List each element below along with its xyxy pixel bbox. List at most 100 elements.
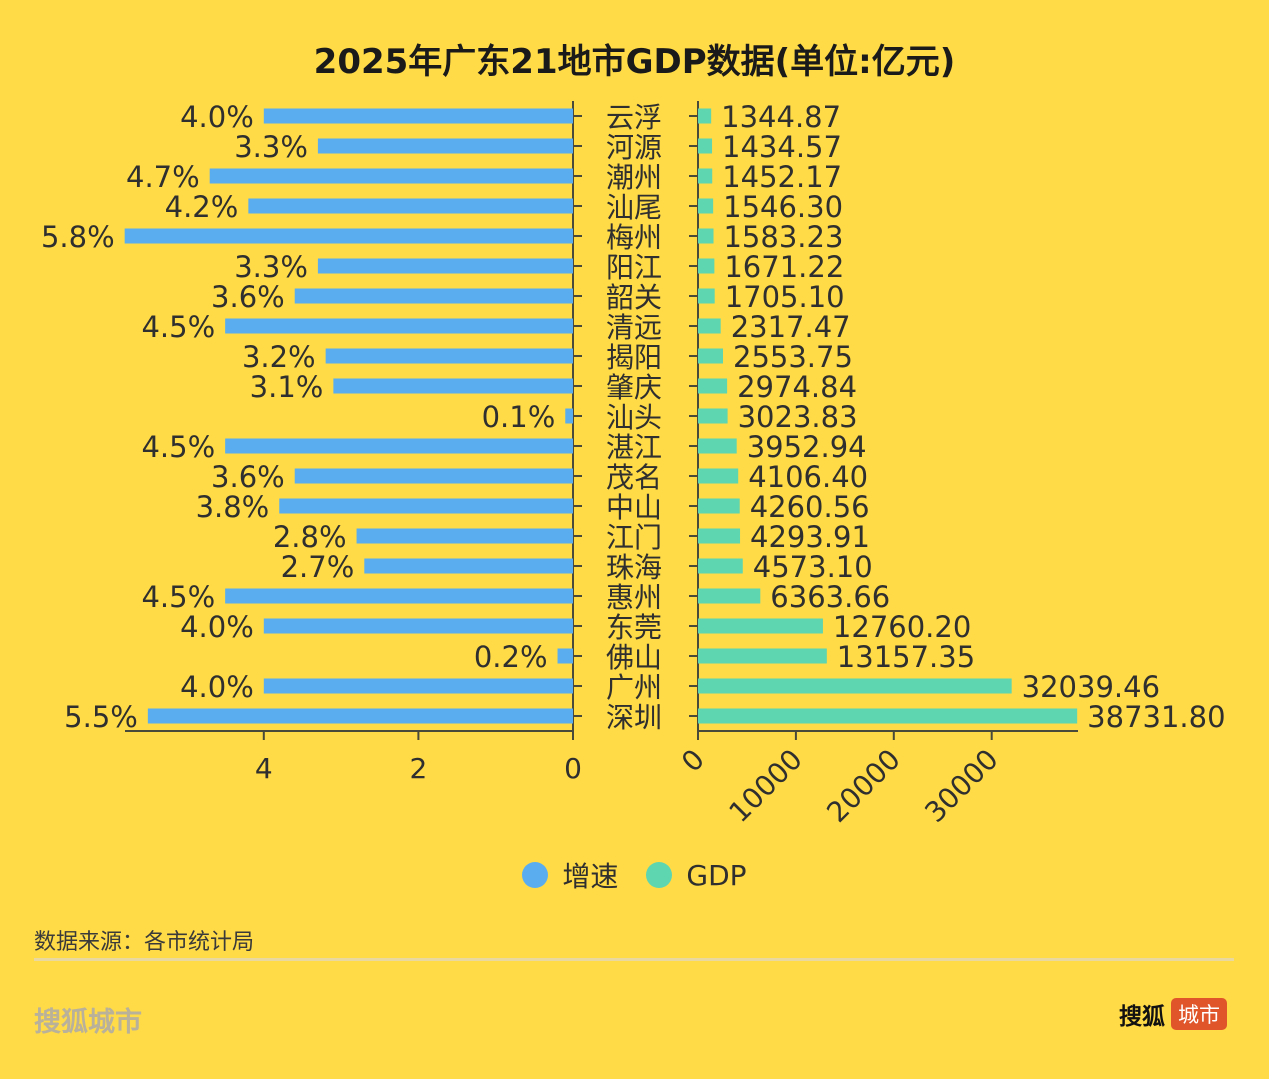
gdp-bar	[698, 618, 823, 634]
footer-divider	[34, 958, 1234, 961]
growth-data-label: 0.2%	[474, 640, 548, 674]
city-label: 汕头	[606, 401, 662, 434]
gdp-bar	[698, 408, 728, 424]
legend: 增速 GDP	[0, 855, 1269, 895]
growth-data-label: 5.8%	[41, 220, 115, 254]
gdp-bar	[698, 378, 728, 394]
gdp-bar	[698, 648, 827, 664]
city-label: 佛山	[606, 641, 662, 674]
growth-bar	[317, 138, 573, 154]
city-label: 肇庆	[606, 371, 662, 404]
gdp-bar	[698, 678, 1012, 694]
growth-bar	[147, 708, 573, 724]
growth-data-label: 4.5%	[141, 310, 215, 344]
gdp-data-label: 4573.10	[753, 550, 873, 584]
growth-bar	[565, 408, 573, 424]
growth-bar	[557, 648, 573, 664]
city-label: 茂名	[606, 461, 662, 494]
gdp-data-label: 4293.91	[750, 520, 870, 554]
gdp-data-label: 1434.57	[722, 130, 842, 164]
gdp-x-tick-label: 30000	[918, 743, 1004, 829]
gdp-data-label: 6363.66	[770, 580, 890, 614]
gdp-data-label: 4106.40	[748, 460, 868, 494]
brand-logo: 搜狐 城市	[1119, 997, 1227, 1031]
growth-bar	[317, 258, 573, 274]
city-label: 河源	[606, 131, 662, 164]
growth-x-tick-label: 4	[255, 752, 273, 785]
gdp-bar	[698, 108, 712, 124]
growth-x-tick-label: 2	[409, 752, 427, 785]
gdp-data-label: 32039.46	[1022, 670, 1160, 704]
growth-data-label: 3.6%	[211, 460, 285, 494]
brand-logo-text: 搜狐	[1119, 1004, 1165, 1030]
growth-bar	[124, 228, 573, 244]
growth-data-label: 4.5%	[141, 430, 215, 464]
gdp-bar	[698, 228, 714, 244]
city-label: 汕尾	[606, 191, 662, 224]
legend-dot-growth	[522, 862, 549, 888]
growth-bar	[364, 558, 573, 574]
gdp-data-label: 1344.87	[721, 100, 841, 134]
growth-bar	[225, 318, 573, 334]
data-source-note: 数据来源：各市统计局	[34, 930, 255, 955]
city-label: 韶关	[606, 281, 662, 314]
gdp-data-label: 2974.84	[737, 370, 857, 404]
city-label: 云浮	[606, 101, 662, 134]
growth-data-label: 3.3%	[234, 250, 308, 284]
growth-data-label: 3.6%	[211, 280, 285, 314]
butterfly-bar-chart: 4.0% 云浮 1344.87 3.3% 河源 1434.57 4.7% 潮州 1452.17 4…	[41, 100, 1226, 829]
gdp-bar	[698, 708, 1078, 724]
gdp-data-label: 2553.75	[733, 340, 853, 374]
legend-item-gdp[interactable]: GDP	[646, 859, 747, 892]
city-label: 江门	[606, 521, 662, 554]
growth-data-label: 5.5%	[64, 700, 138, 734]
gdp-bar	[698, 498, 740, 514]
gdp-data-label: 4260.56	[750, 490, 870, 524]
gdp-bar	[698, 348, 724, 364]
city-label: 阳江	[606, 251, 662, 284]
gdp-data-label: 12760.20	[833, 610, 971, 644]
growth-bar	[209, 168, 573, 184]
growth-data-label: 4.0%	[180, 610, 254, 644]
gdp-data-label: 1705.10	[725, 280, 845, 314]
growth-bar	[356, 528, 573, 544]
gdp-x-tick-label: 20000	[820, 743, 906, 829]
gdp-bar	[698, 318, 721, 334]
growth-data-label: 3.8%	[196, 490, 270, 524]
growth-data-label: 4.2%	[165, 190, 239, 224]
city-label: 惠州	[606, 581, 662, 614]
gdp-data-label: 3952.94	[747, 430, 867, 464]
gdp-data-label: 1671.22	[724, 250, 844, 284]
gdp-data-label: 2317.47	[731, 310, 851, 344]
city-label: 揭阳	[606, 341, 662, 374]
gdp-data-label: 3023.83	[738, 400, 858, 434]
gdp-bar	[698, 558, 743, 574]
gdp-bar	[698, 288, 715, 304]
gdp-bar	[698, 138, 713, 154]
legend-dot-gdp	[646, 862, 673, 888]
growth-data-label: 3.2%	[242, 340, 316, 374]
gdp-bar	[698, 168, 713, 184]
chart-title: 2025年广东21地市GDP数据(单位:亿元)	[313, 42, 956, 82]
gdp-data-label: 1583.23	[723, 220, 843, 254]
legend-item-growth[interactable]: 增速	[522, 855, 618, 895]
city-label: 广州	[606, 671, 662, 704]
gdp-data-label: 1546.30	[723, 190, 843, 224]
growth-bar	[263, 108, 573, 124]
growth-data-label: 4.0%	[180, 670, 254, 704]
brand-logo-badge: 城市	[1171, 998, 1227, 1030]
city-label: 深圳	[606, 701, 662, 734]
gdp-bar	[698, 588, 761, 604]
growth-bar	[294, 288, 573, 304]
growth-data-label: 4.0%	[180, 100, 254, 134]
city-label: 梅州	[606, 221, 662, 254]
growth-bar	[325, 348, 573, 364]
gdp-data-label: 1452.17	[722, 160, 842, 194]
gdp-x-tick-label: 0	[675, 743, 711, 779]
growth-data-label: 3.3%	[234, 130, 308, 164]
city-label: 中山	[606, 491, 662, 524]
growth-bar	[333, 378, 573, 394]
gdp-bar	[698, 198, 714, 214]
gdp-bar	[698, 438, 737, 454]
growth-data-label: 2.7%	[281, 550, 355, 584]
